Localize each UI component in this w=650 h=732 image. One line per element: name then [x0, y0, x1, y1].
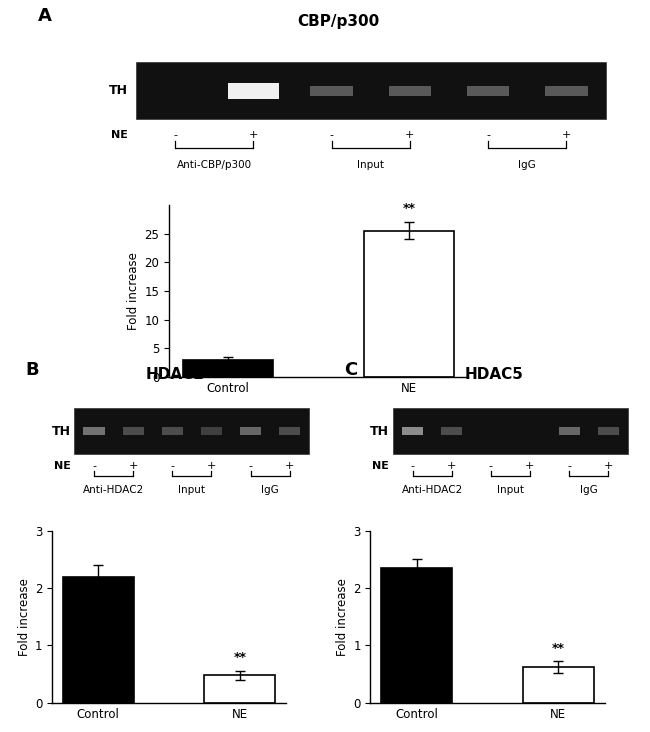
Bar: [389, 86, 431, 96]
Text: NE: NE: [372, 461, 389, 471]
Y-axis label: Fold increase: Fold increase: [336, 578, 349, 656]
Y-axis label: Fold increase: Fold increase: [18, 578, 31, 656]
Text: A: A: [38, 7, 51, 25]
Text: IgG: IgG: [519, 160, 536, 170]
Bar: [205, 675, 276, 703]
Text: -: -: [92, 461, 96, 471]
Text: -: -: [248, 461, 253, 471]
Text: **: **: [402, 202, 415, 215]
Text: **: **: [552, 641, 565, 654]
Text: +: +: [603, 461, 613, 471]
Text: +: +: [285, 461, 294, 471]
Bar: [201, 427, 222, 435]
Text: Input: Input: [497, 485, 524, 495]
Bar: [279, 427, 300, 435]
Text: +: +: [129, 461, 138, 471]
Text: +: +: [447, 461, 456, 471]
Bar: [62, 577, 133, 703]
Text: NE: NE: [111, 130, 128, 140]
Text: CBP/p300: CBP/p300: [297, 15, 379, 29]
Text: +: +: [405, 130, 415, 140]
Bar: [393, 408, 628, 454]
Bar: [523, 667, 594, 703]
Bar: [123, 427, 144, 435]
Text: HDAC5: HDAC5: [465, 367, 523, 382]
Text: Input: Input: [178, 485, 205, 495]
Text: -: -: [173, 130, 177, 140]
Bar: [467, 86, 510, 96]
Bar: [228, 83, 279, 99]
Bar: [402, 427, 423, 435]
Text: TH: TH: [109, 84, 128, 97]
Text: TH: TH: [51, 425, 70, 438]
Bar: [183, 360, 273, 377]
Text: B: B: [25, 361, 39, 379]
Bar: [311, 86, 353, 96]
Bar: [75, 408, 309, 454]
Bar: [558, 427, 580, 435]
Text: +: +: [562, 130, 571, 140]
Text: NE: NE: [53, 461, 70, 471]
Y-axis label: Fold increase: Fold increase: [127, 252, 140, 330]
Text: TH: TH: [370, 425, 389, 438]
Bar: [83, 427, 105, 435]
Text: Anti-CBP/p300: Anti-CBP/p300: [177, 160, 252, 170]
Text: Input: Input: [358, 160, 384, 170]
Bar: [381, 568, 452, 703]
Text: Anti-HDAC2: Anti-HDAC2: [402, 485, 463, 495]
Text: IgG: IgG: [580, 485, 597, 495]
Text: -: -: [170, 461, 174, 471]
Bar: [364, 231, 454, 377]
Text: Anti-HDAC2: Anti-HDAC2: [83, 485, 144, 495]
Bar: [162, 427, 183, 435]
Text: +: +: [207, 461, 216, 471]
Text: IgG: IgG: [261, 485, 279, 495]
Bar: [240, 427, 261, 435]
Text: -: -: [486, 130, 490, 140]
Bar: [441, 427, 462, 435]
Text: +: +: [525, 461, 535, 471]
Bar: [597, 427, 619, 435]
Text: -: -: [567, 461, 571, 471]
Text: C: C: [344, 361, 357, 379]
Text: -: -: [330, 130, 333, 140]
Text: -: -: [411, 461, 415, 471]
Bar: [545, 86, 588, 96]
Text: +: +: [249, 130, 258, 140]
Bar: [136, 62, 606, 119]
Text: **: **: [233, 651, 246, 664]
Text: HDAC2: HDAC2: [146, 367, 205, 382]
Text: -: -: [489, 461, 493, 471]
